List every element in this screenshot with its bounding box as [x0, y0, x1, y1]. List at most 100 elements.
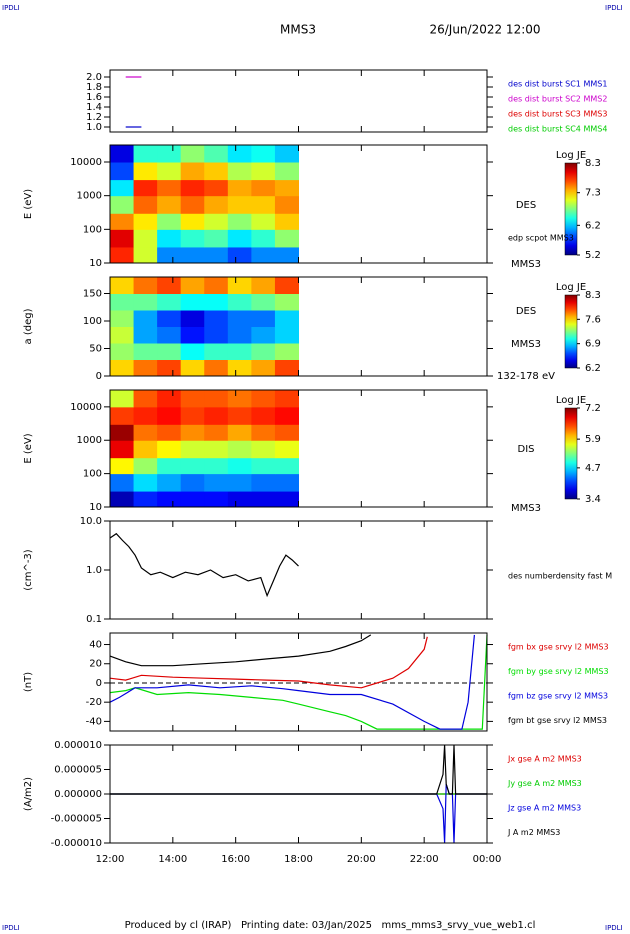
- spectrogram-cell: [274, 440, 299, 459]
- spectrogram-cell: [274, 310, 299, 327]
- spectrogram-cell: [274, 246, 299, 264]
- spectrogram-cell: [227, 390, 252, 408]
- spectrogram-cell: [157, 179, 182, 197]
- spectrogram-cell: [157, 406, 182, 425]
- y-tick-label: 1.6: [86, 92, 102, 103]
- spectrogram-cell: [251, 406, 276, 425]
- y-axis-label: E (eV): [23, 433, 34, 463]
- data-line: [109, 634, 488, 730]
- spectrogram-cell: [180, 440, 205, 459]
- colorbar: [564, 294, 578, 369]
- spectrogram-cell: [180, 491, 205, 508]
- spectrogram-cell: [133, 195, 158, 214]
- y-tick-label: 10000: [70, 402, 102, 413]
- spectrogram-cell: [251, 310, 276, 327]
- spectrogram-cell: [251, 293, 276, 311]
- legend-entry: fgm bz gse srvy l2 MMS3: [508, 692, 608, 701]
- spectrogram-cell: [227, 229, 252, 248]
- spectrogram-cell: [251, 491, 276, 508]
- colorbar-tick-label: 5.9: [585, 434, 601, 445]
- legend-entry: Jz gse A m2 MMS3: [507, 804, 581, 813]
- colorbar-tick-label: 6.9: [585, 339, 601, 350]
- spectrogram-cell: [133, 179, 158, 197]
- spectrogram-cell: [133, 326, 158, 344]
- spectrogram-cell: [274, 179, 299, 197]
- y-tick-label: 100: [83, 224, 102, 235]
- spectrogram-cell: [251, 145, 276, 163]
- y-tick-label: 50: [89, 344, 102, 355]
- y-tick-label: -0.000010: [51, 838, 102, 849]
- spectrogram-cell: [133, 457, 158, 475]
- spectrogram-cell: [133, 359, 158, 377]
- spectrogram-cell: [227, 162, 252, 181]
- date: 26/Jun/2022 12:00: [429, 23, 540, 37]
- spectrogram-cell: [133, 310, 158, 327]
- spectrogram-cell: [110, 343, 135, 360]
- colorbar-tick-label: 8.3: [585, 158, 601, 169]
- spectrogram-cell: [180, 195, 205, 214]
- spectrogram-cell: [274, 343, 299, 360]
- spectrogram-cell: [133, 491, 158, 508]
- y-tick-label: 1.2: [86, 112, 102, 123]
- spectrogram-cell: [180, 326, 205, 344]
- spectrogram-cell: [110, 359, 135, 377]
- y-tick-label: -20: [86, 697, 102, 708]
- spectrogram-cell: [133, 213, 158, 230]
- legend-entry: des dist burst SC3 MMS3: [508, 110, 607, 119]
- spectrogram-cell: [227, 246, 252, 264]
- spectrogram-cell: [157, 440, 182, 459]
- spectrogram-cell: [157, 246, 182, 264]
- spectrogram-cell: [157, 162, 182, 181]
- y-tick-label: 1.4: [86, 102, 102, 113]
- colorbar: [564, 407, 578, 500]
- spectrogram-cell: [110, 491, 135, 508]
- colorbar-tick-label: 7.6: [585, 314, 601, 325]
- y-axis-label: (nT): [23, 672, 34, 692]
- spectrogram-cell: [133, 424, 158, 441]
- colorbar-title: Log JE: [556, 150, 586, 161]
- spectrogram-cell: [274, 229, 299, 248]
- spectrogram-cell: [227, 440, 252, 459]
- y-tick-label: 1.8: [86, 82, 102, 93]
- spectrogram-cell: [110, 145, 135, 163]
- legend-entry: des dist burst SC4 MMS4: [508, 125, 607, 134]
- spectrogram-cell: [157, 457, 182, 475]
- spectrogram-cell: [110, 293, 135, 311]
- spectrogram-cell: [227, 195, 252, 214]
- legend-entry: Jy gse A m2 MMS3: [507, 779, 582, 788]
- spectrogram-cell: [251, 390, 276, 408]
- spectrogram-cell: [204, 343, 229, 360]
- spectrogram-cell: [180, 213, 205, 230]
- spectrogram-cell: [110, 310, 135, 327]
- colorbar-tick-label: 7.3: [585, 188, 601, 199]
- spectrogram-cell: [204, 406, 229, 425]
- y-tick-label: 10000: [70, 157, 102, 168]
- spectrogram-cell: [204, 145, 229, 163]
- spectrogram-cell: [251, 359, 276, 377]
- spectrogram-cell: [180, 179, 205, 197]
- spectrogram-cell: [227, 213, 252, 230]
- y-tick-label: 0.1: [86, 614, 102, 625]
- y-tick-label: 100: [83, 316, 102, 327]
- spectrogram-cell: [180, 390, 205, 408]
- spectrogram-cell: [204, 359, 229, 377]
- spectrogram-cell: [227, 343, 252, 360]
- spectrogram-cell: [180, 145, 205, 163]
- y-tick-label: 0: [96, 678, 102, 689]
- colorbar: [564, 162, 578, 256]
- spectrogram-cell: [180, 310, 205, 327]
- spectrogram-cell: [180, 359, 205, 377]
- footer: Produced by cl (IRAP) Printing date: 03/…: [125, 920, 536, 931]
- annotation: MMS3: [511, 339, 541, 350]
- spectrogram-cell: [110, 473, 135, 492]
- spectrogram-cell: [133, 440, 158, 459]
- x-tick-label: 00:00: [473, 854, 502, 865]
- legend-entry: des dist burst SC1 MMS1: [508, 80, 607, 89]
- legend-entry: J A m2 MMS3: [507, 828, 560, 837]
- spectrogram-cell: [110, 213, 135, 230]
- y-axis-label: a (deg): [23, 308, 34, 344]
- spectrogram-cell: [133, 229, 158, 248]
- spectrogram-cell: [204, 310, 229, 327]
- spectrogram-cell: [204, 277, 229, 294]
